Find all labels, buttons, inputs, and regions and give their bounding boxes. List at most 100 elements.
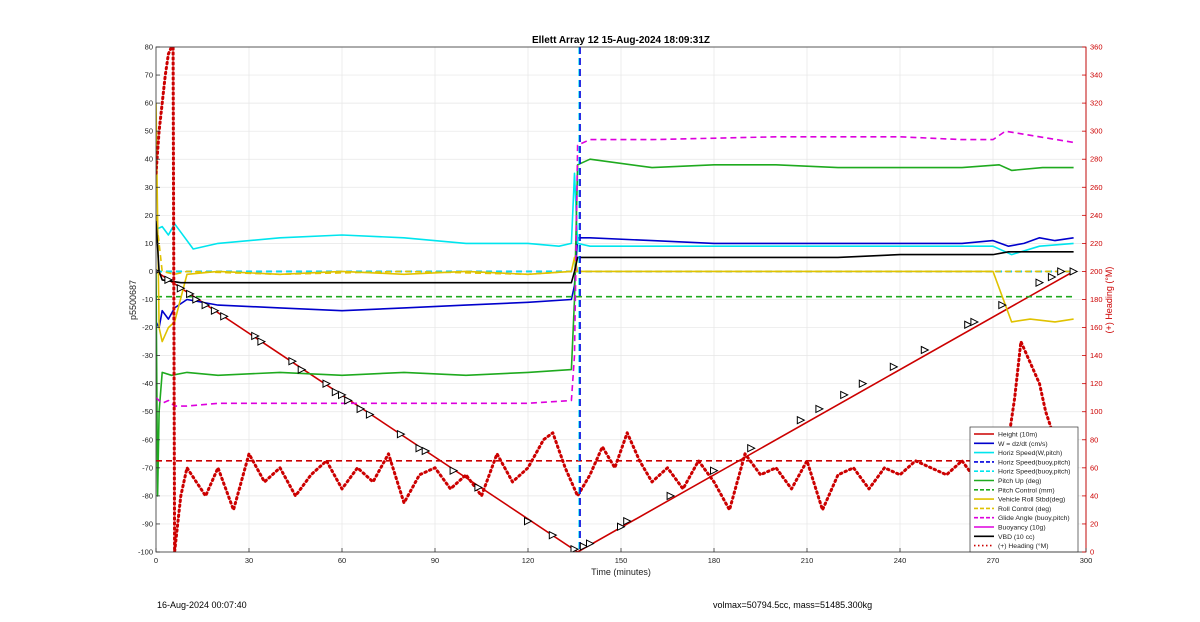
y2-tick-label: 200 (1090, 267, 1103, 276)
dive-marker (998, 300, 1007, 310)
y-tick-label: -80 (142, 491, 153, 500)
dive-marker (1035, 278, 1045, 287)
y2-tick-label: 100 (1090, 407, 1103, 416)
y-tick-label: 50 (145, 127, 153, 136)
y2-tick-label: 40 (1090, 491, 1098, 500)
dive-marker (579, 542, 589, 551)
x-tick-label: 240 (894, 556, 907, 565)
y2-tick-label: 180 (1090, 295, 1103, 304)
dive-marker (548, 530, 558, 540)
x-axis-label: Time (minutes) (591, 567, 651, 577)
y-tick-label: -30 (142, 351, 153, 360)
dive-marker (297, 365, 307, 374)
legend-entry-label: Horiz Speed(buoy,pitch) (998, 459, 1070, 466)
x-tick-label: 120 (522, 556, 535, 565)
series-line-8 (156, 215, 1074, 276)
legend-entry-label: Horiz Speed(W,pitch) (998, 450, 1062, 457)
y2-tick-label: 80 (1090, 435, 1098, 444)
dive-marker (396, 429, 406, 439)
y-tick-label: -10 (142, 295, 153, 304)
y-axis-label: p5500687 (128, 280, 138, 320)
y2-tick-label: 240 (1090, 211, 1103, 220)
legend-entry-label: Pitch Up (deg) (998, 478, 1041, 485)
dive-marker (365, 410, 375, 419)
dive-marker (186, 289, 195, 299)
x-tick-label: 180 (708, 556, 721, 565)
y-tick-label: 60 (145, 99, 153, 108)
legend-entry-label: Roll Control (deg) (998, 506, 1051, 513)
dive-marker (920, 345, 930, 355)
y2-tick-label: 360 (1090, 43, 1103, 52)
x-tick-label: 0 (154, 556, 158, 565)
dive-marker (210, 306, 220, 316)
dive-marker (840, 390, 849, 400)
dive-marker (449, 466, 459, 475)
footer-timestamp: 16-Aug-2024 00:07:40 (157, 600, 247, 610)
legend: Height (10m) W = dz/dt (cm/s) Horiz Speed(… (969, 426, 1079, 553)
y2-tick-label: 120 (1090, 379, 1103, 388)
axes: 0 30 60 90 120 150 180 210 240 270 300-100-90-80-7… (138, 43, 1103, 566)
plot-series (156, 47, 1079, 552)
x-tick-label: 30 (245, 556, 253, 565)
y-tick-label: -90 (142, 519, 153, 528)
dive-marker (344, 396, 353, 405)
x-tick-label: 60 (338, 556, 346, 565)
y2-tick-label: 0 (1090, 548, 1094, 557)
y-tick-label: -40 (142, 379, 153, 388)
dive-marker (251, 331, 260, 341)
dive-marker (524, 516, 533, 526)
y2-tick-label: 160 (1090, 323, 1103, 332)
dive-marker (858, 379, 868, 388)
legend-entry-label: W = dz/dt (cm/s) (998, 441, 1048, 448)
legend-entry-label: Horiz Speed(buoy,pitch) (998, 469, 1070, 476)
y-tick-label: 20 (145, 211, 153, 220)
legend-entry-label: Height (10m) (998, 432, 1037, 439)
dive-marker (964, 320, 973, 330)
y2-tick-label: 260 (1090, 183, 1103, 192)
dive-marker (164, 275, 174, 285)
dive-marker (415, 443, 425, 453)
dive-marker (220, 312, 229, 321)
y2-tick-label: 60 (1090, 463, 1098, 472)
y-tick-label: 0 (149, 267, 153, 276)
dive-marker (288, 356, 298, 366)
dive-marker (474, 483, 484, 492)
dive-marker (201, 300, 211, 310)
dive-marker (815, 404, 825, 414)
dive-marker (356, 404, 366, 414)
x-tick-label: 270 (987, 556, 1000, 565)
y2-tick-label: 220 (1090, 239, 1103, 248)
legend-entry-label: Buoyancy (10g) (998, 525, 1046, 532)
dive-marker (1069, 267, 1079, 276)
x-tick-label: 210 (801, 556, 814, 565)
series-line-11 (156, 220, 1074, 284)
y-tick-label: -100 (138, 548, 153, 557)
y2-tick-label: 280 (1090, 155, 1103, 164)
dive-marker (338, 390, 347, 400)
dive-marker (623, 516, 632, 526)
y-tick-label: 10 (145, 239, 153, 248)
y-tick-label: 40 (145, 155, 153, 164)
y-tick-label: 70 (145, 71, 153, 80)
dive-marker (331, 387, 341, 397)
x-tick-label: 300 (1080, 556, 1093, 565)
y2-tick-label: 320 (1090, 99, 1103, 108)
footer-vehicle-info: volmax=50794.5cc, mass=51485.300kg (713, 600, 873, 610)
x-tick-label: 150 (615, 556, 628, 565)
dive-marker (710, 466, 719, 475)
series-line-9 (156, 130, 1074, 407)
dive-marker (970, 317, 980, 327)
series-line-0 (156, 270, 1074, 552)
y-tick-label: 80 (145, 43, 153, 52)
dive-marker (176, 283, 186, 293)
y-tick-label: -70 (142, 463, 153, 472)
y2-tick-label: 140 (1090, 351, 1103, 360)
dive-marker (889, 362, 899, 372)
y2-tick-label: 340 (1090, 71, 1103, 80)
dive-marker (192, 295, 201, 304)
dive-marker (1057, 267, 1066, 276)
series-line-2 (156, 172, 1074, 256)
dive-marker (1047, 272, 1057, 282)
chart-title: Ellett Array 12 15-Aug-2024 18:09:31Z (532, 35, 710, 46)
legend-entry-label: Glide Angle (buoy,pitch) (998, 515, 1070, 522)
